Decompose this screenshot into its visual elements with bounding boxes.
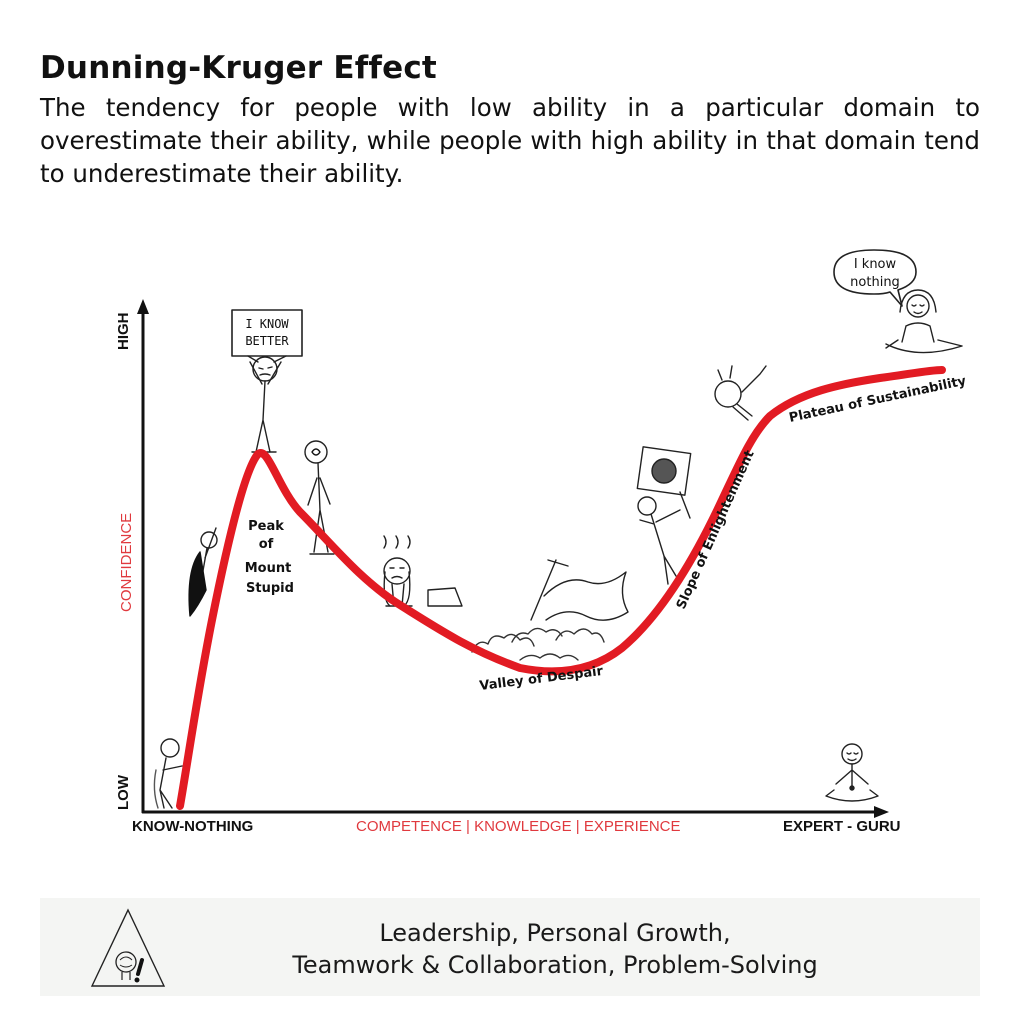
sign-holder-figure xyxy=(231,309,303,453)
brain-triangle-logo-icon xyxy=(90,908,166,987)
y-axis-low-label: LOW xyxy=(115,774,132,810)
speech-text-line2: nothing xyxy=(850,275,900,290)
axes xyxy=(137,299,889,818)
footer-text: Leadership, Personal Growth, Teamwork & … xyxy=(180,917,930,981)
meditating-figure-plateau xyxy=(885,289,963,354)
peak-label-line4: Stupid xyxy=(246,581,294,596)
confidence-curve xyxy=(176,366,946,810)
footer-line2: Teamwork & Collaboration, Problem-Solvin… xyxy=(292,951,818,979)
peak-label-line2: of xyxy=(259,537,274,552)
peak-label-line3: Mount xyxy=(245,561,292,576)
dizzy-figure xyxy=(304,440,335,555)
sign-text-line1: I KNOW xyxy=(245,317,289,331)
beginner-figure xyxy=(153,738,183,809)
page-title: Dunning-Kruger Effect xyxy=(40,50,437,86)
x-axis-arrow xyxy=(874,806,889,818)
peak-label-line1: Peak xyxy=(248,519,284,534)
x-axis-title: COMPETENCE | KNOWLEDGE | EXPERIENCE xyxy=(356,818,681,835)
page-subtitle: The tendency for people with low ability… xyxy=(40,93,980,188)
footer-line1: Leadership, Personal Growth, xyxy=(379,919,731,947)
y-axis-title: CONFIDENCE xyxy=(118,513,135,612)
valley-bushes xyxy=(471,627,605,661)
footer-banner: Leadership, Personal Growth, Teamwork & … xyxy=(40,898,980,996)
y-axis-arrow xyxy=(137,299,149,314)
y-axis-high-label: HIGH xyxy=(115,313,132,351)
peak-label: Peak of Mount Stupid xyxy=(245,519,294,596)
dunning-kruger-diagram: HIGH LOW CONFIDENCE KNOW-NOTHING COMPETE… xyxy=(115,249,968,835)
speech-text-line1: I know xyxy=(854,257,897,272)
sketch-figures xyxy=(153,249,963,809)
brain-sign-figure xyxy=(636,446,692,585)
speech-bubble xyxy=(833,249,917,307)
x-axis-end-label: EXPERT - GURU xyxy=(783,818,901,835)
lightbulb-figure xyxy=(714,365,767,421)
stressed-figure xyxy=(383,535,463,607)
white-flag xyxy=(530,559,629,621)
sign-text-line2: BETTER xyxy=(245,334,289,348)
caped-figure xyxy=(188,527,218,617)
x-axis-start-label: KNOW-NOTHING xyxy=(132,818,253,835)
meditating-figure-expert xyxy=(825,743,879,802)
